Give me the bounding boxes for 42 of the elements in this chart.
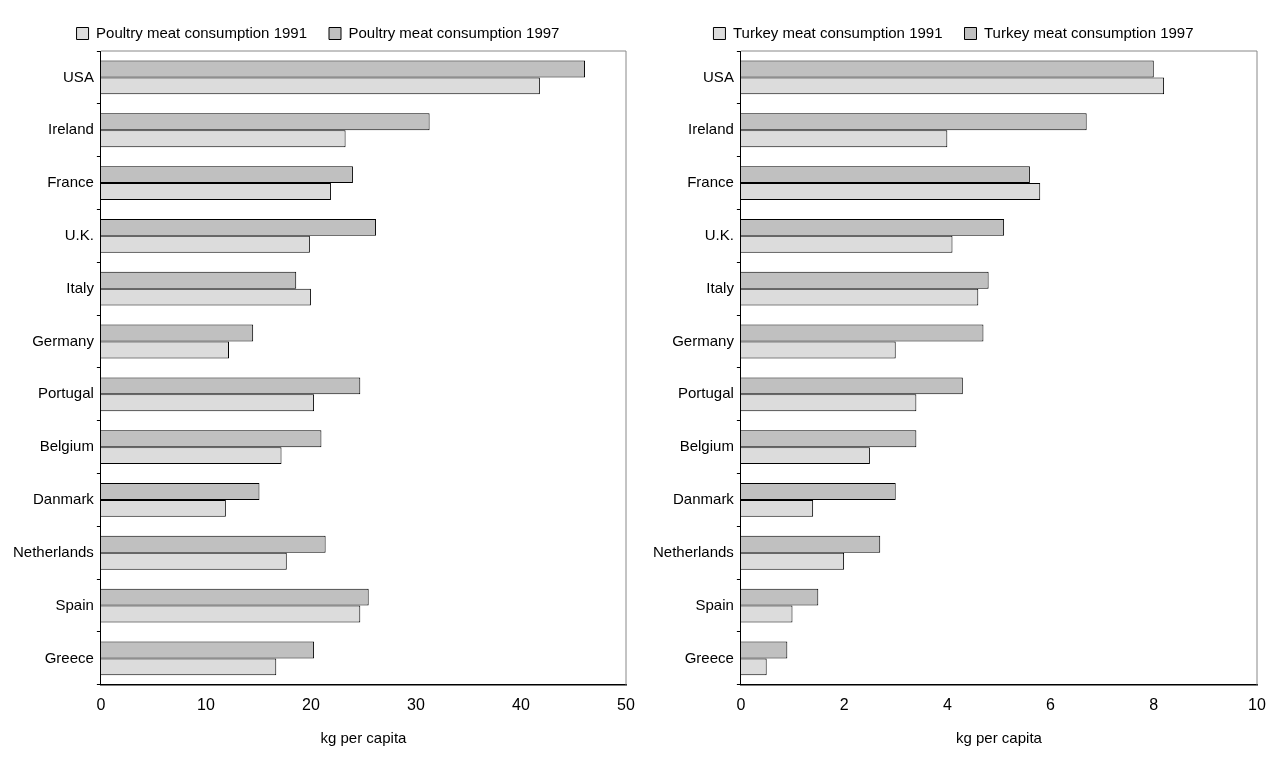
y-tick-label: Ireland [688, 120, 734, 138]
y-tick-label: USA [63, 67, 94, 85]
x-tick-label: 0 [96, 695, 106, 713]
y-tick-label: France [687, 173, 734, 191]
y-tick-label: France [47, 173, 94, 191]
x-tick-label: 2 [839, 695, 849, 713]
x-axis-title: kg per capita [956, 729, 1043, 747]
legend-label: Turkey meat consumption 1991 [732, 23, 943, 41]
x-tick-label: 10 [1248, 695, 1266, 713]
x-tick-label: 10 [197, 695, 215, 713]
legend-label: Turkey meat consumption 1997 [984, 23, 1194, 41]
y-tick-label: Spain [695, 595, 734, 613]
x-tick-label: 0 [736, 695, 746, 713]
x-axis-title: kg per capita [320, 729, 408, 747]
y-tick-label: U.K. [704, 226, 734, 243]
x-tick-label: 50 [617, 695, 635, 713]
x-tick-label: 4 [942, 695, 952, 713]
y-tick-label: Germany [672, 331, 735, 349]
x-tick-label: 6 [1046, 695, 1056, 713]
y-tick-label: Spain [55, 595, 94, 613]
y-tick-label: Netherlands [12, 542, 94, 560]
x-tick-label: 8 [1149, 695, 1159, 713]
y-tick-label: USA [703, 67, 734, 85]
y-tick-label: Belgium [39, 437, 94, 455]
x-tick-label: 40 [512, 695, 530, 713]
legend-label: Poultry meat consumption 1991 [96, 23, 307, 41]
y-tick-label: Ireland [48, 120, 94, 138]
y-tick-label: Portugal [38, 384, 94, 402]
x-tick-label: 30 [407, 695, 425, 713]
y-tick-label: Greece [684, 648, 734, 666]
y-tick-label: Danmark [673, 490, 735, 508]
y-tick-label: Italy [66, 278, 95, 296]
y-tick-label: Danmark [33, 490, 95, 508]
y-tick-label: Belgium [679, 437, 734, 455]
y-tick-label: Netherlands [652, 542, 734, 560]
y-tick-label: U.K. [64, 226, 94, 243]
x-tick-label: 20 [302, 695, 320, 713]
y-tick-label: Portugal [678, 384, 734, 402]
y-tick-label: Germany [32, 331, 95, 349]
y-tick-label: Italy [706, 278, 735, 296]
y-tick-label: Greece [44, 648, 94, 666]
legend-label: Poultry meat consumption 1997 [348, 23, 560, 41]
